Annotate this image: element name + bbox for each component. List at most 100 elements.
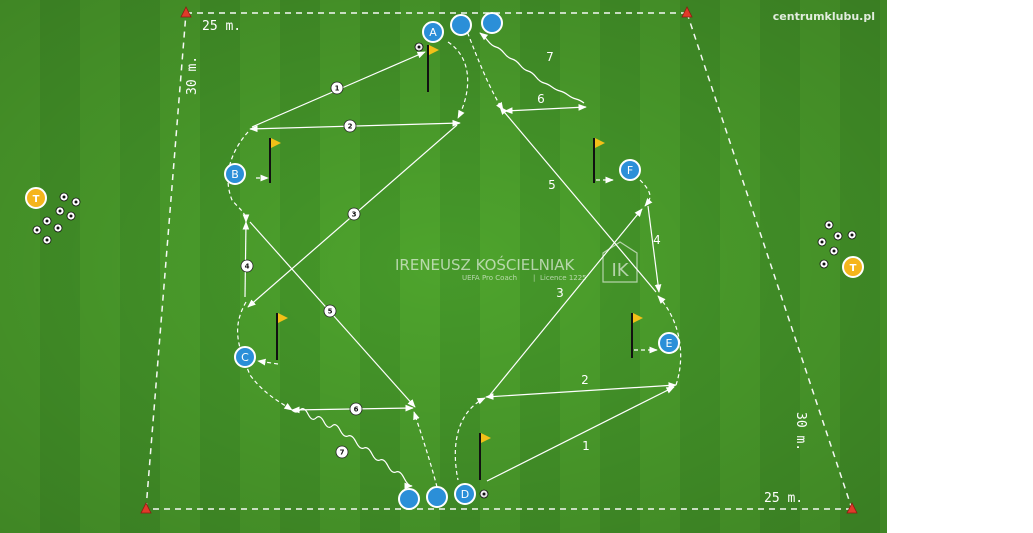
flag-b-icon (271, 138, 281, 148)
num-4: 4 (653, 233, 661, 247)
player-a-queue-1 (450, 14, 472, 36)
badge-6: 6 (349, 402, 363, 416)
badge-5: 5 (323, 304, 337, 318)
right-routes (479, 32, 677, 482)
num-1: 1 (582, 439, 590, 453)
dim-bottom: 25 m. (764, 491, 803, 506)
badge-1: 1 (330, 81, 344, 95)
run-d (454, 397, 486, 481)
flag-e (631, 313, 643, 358)
coach-watermark: IRENEUSZ KOŚCIELNIAK UEFA Pro Coach | Li… (395, 241, 638, 283)
svg-text:A: A (429, 26, 437, 39)
ball-a-icon (414, 42, 424, 52)
num-3: 3 (556, 286, 564, 300)
num-2: 2 (581, 373, 589, 387)
num-7: 7 (546, 50, 554, 64)
flag-d-icon (481, 433, 491, 443)
run-e (657, 295, 682, 386)
cone-bottom-left (140, 502, 152, 514)
cone-top-right (681, 6, 693, 18)
flags (269, 45, 643, 480)
svg-text:F: F (627, 164, 633, 177)
flag-c (276, 313, 288, 360)
player-c: C (234, 346, 256, 368)
right-step-numbers: 1 2 3 4 5 6 7 (537, 50, 661, 453)
route-left-4 (242, 221, 250, 298)
route-right-3 (489, 208, 643, 396)
route-right-5 (499, 106, 657, 293)
flag-a-icon (429, 45, 439, 55)
route-right-6 (504, 104, 587, 114)
route-right-1 (486, 386, 675, 482)
field-boundary (145, 12, 853, 510)
ball-d-icon (479, 489, 489, 499)
route-right-4 (647, 205, 662, 293)
route-left-7 (291, 408, 413, 490)
coach-markers: T T (25, 187, 864, 278)
coach-marker-left: T (25, 187, 47, 209)
coach-monogram: IK (611, 260, 629, 281)
run-c (237, 301, 293, 411)
player-d-queue-2 (398, 488, 420, 510)
flag-f-icon (595, 138, 605, 148)
badge-3: 3 (347, 207, 361, 221)
run-a (447, 41, 469, 119)
player-b: B (224, 163, 246, 185)
svg-text:6: 6 (354, 406, 359, 414)
flag-e-icon (633, 313, 643, 323)
badge-2: 2 (343, 119, 357, 133)
flag-d (479, 433, 491, 480)
left-step-badges: 1 2 3 4 5 6 7 (240, 81, 363, 459)
cone-top-left (180, 6, 192, 18)
coach-licence: Licence 1225 (540, 274, 587, 282)
flag-b (269, 138, 281, 183)
svg-text:T: T (850, 263, 857, 274)
player-a-queue-2 (481, 12, 503, 34)
run-f (639, 179, 653, 207)
site-label: centrumklubu.pl (773, 10, 875, 23)
coach-marker-right: T (842, 256, 864, 278)
flag-c-icon (278, 313, 288, 323)
run-d-up (413, 411, 438, 488)
corner-cones (140, 6, 858, 514)
svg-text:5: 5 (328, 308, 333, 316)
player-d: D (454, 483, 476, 505)
flag-f (593, 138, 605, 183)
cone-bottom-right (846, 502, 858, 514)
svg-text:4: 4 (245, 263, 250, 271)
run-a-down (464, 25, 504, 111)
ball-pile-left (32, 192, 81, 245)
num-6: 6 (537, 92, 545, 106)
player-e: E (658, 332, 680, 354)
run-c-flag (257, 358, 279, 366)
training-pitch: 25 m. 25 m. 30 m. 30 m. centrumklubu.pl … (0, 0, 887, 533)
player-balls (414, 42, 489, 499)
svg-text:7: 7 (340, 449, 345, 457)
flag-a (427, 45, 439, 92)
svg-text:C: C (241, 351, 249, 364)
badge-4: 4 (240, 259, 254, 273)
svg-text:E: E (666, 337, 673, 350)
dim-left: 30 m. (185, 56, 200, 95)
ball-pile-right (817, 220, 857, 269)
svg-text:2: 2 (348, 123, 353, 131)
player-f: F (619, 159, 641, 181)
players: A B C D E F (224, 12, 680, 510)
run-b (227, 131, 250, 223)
svg-text:T: T (33, 194, 40, 205)
player-d-queue-1 (426, 486, 448, 508)
route-right-7 (479, 32, 585, 104)
player-runs (227, 25, 682, 488)
svg-text:3: 3 (352, 211, 357, 219)
svg-text:B: B (231, 168, 239, 181)
dim-top: 25 m. (202, 19, 241, 34)
num-5: 5 (548, 178, 556, 192)
coach-name: IRENEUSZ KOŚCIELNIAK (395, 255, 576, 274)
dim-right: 30 m. (793, 412, 808, 451)
coach-monogram-logo: IK (602, 241, 638, 283)
coach-title: UEFA Pro Coach (462, 274, 517, 282)
player-a: A (422, 21, 444, 43)
badge-7: 7 (335, 445, 349, 459)
svg-text:1: 1 (335, 85, 340, 93)
svg-text:D: D (461, 488, 469, 501)
